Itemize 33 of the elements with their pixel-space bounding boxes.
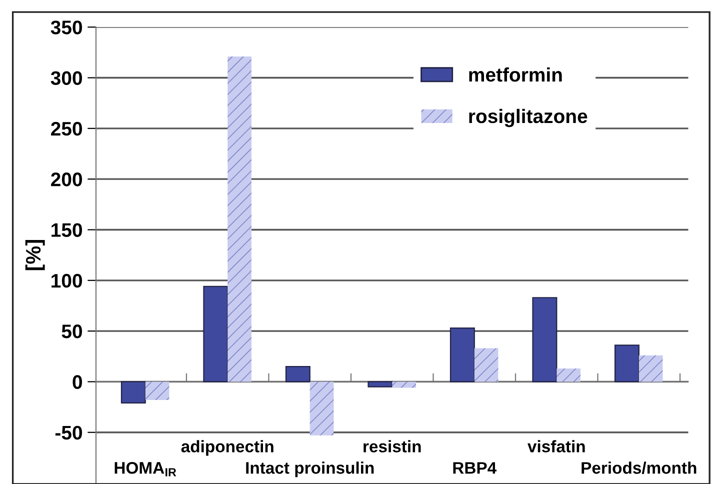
bar	[310, 382, 334, 436]
bar	[285, 366, 310, 382]
y-tick-label: 350	[50, 20, 82, 34]
x-tick-label: resistin	[364, 440, 421, 452]
x-tick-label: Periods/month	[582, 462, 696, 474]
y-tick-label: 0	[72, 375, 82, 389]
x-tick-label: adiponectin	[181, 440, 274, 456]
y-tick-label: 300	[50, 71, 82, 86]
bar	[392, 382, 416, 388]
legend-label: metformin	[469, 67, 562, 82]
legend-label: rosiglitazone	[469, 108, 588, 128]
y-tick-label: 250	[51, 122, 82, 136]
x-tick-label: RBP4	[453, 462, 497, 474]
bar	[638, 355, 663, 382]
y-tick-label: 50	[62, 324, 82, 338]
x-tick-label: Intact proinsulin	[246, 462, 374, 478]
y-tick-label: 200	[51, 172, 82, 186]
bar	[120, 381, 146, 404]
bar	[450, 327, 475, 382]
bar	[368, 381, 393, 388]
y-axis-title: [%]	[25, 240, 45, 270]
x-tick-label: visfatin	[528, 440, 585, 452]
bar	[203, 286, 228, 382]
bar	[474, 348, 498, 382]
bar	[228, 56, 252, 382]
y-tick-label: 100	[52, 274, 82, 288]
x-tick-label: HOMA$_{IR}$	[114, 462, 176, 476]
bar	[145, 382, 170, 400]
y-tick-label: 150	[52, 223, 82, 237]
bar	[556, 368, 580, 382]
bar	[532, 297, 558, 382]
bar	[614, 344, 640, 382]
y-tick-label: -50	[55, 426, 82, 440]
